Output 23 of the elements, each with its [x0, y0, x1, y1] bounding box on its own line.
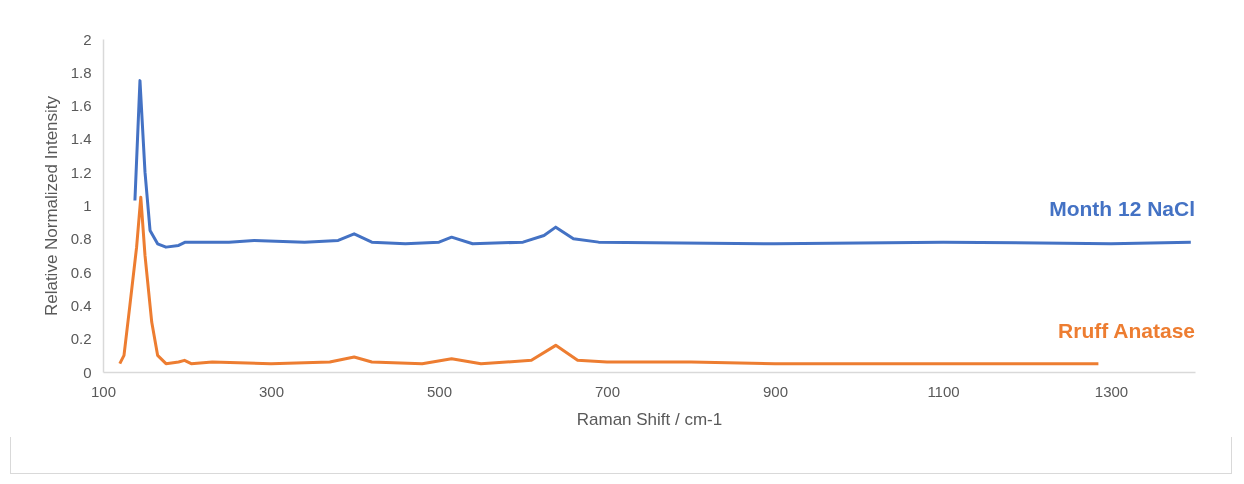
y-axis-title: Relative Normalized Intensity — [41, 95, 61, 317]
line-series — [133, 79, 1193, 249]
y-tick-label: 0 — [83, 363, 92, 381]
y-tick-label: 1.6 — [70, 97, 92, 115]
x-tick-label: 1300 — [1094, 382, 1129, 400]
x-tick-label: 100 — [90, 382, 117, 400]
series-label: Month 12 NaCl — [1049, 197, 1195, 221]
x-tick-label: 700 — [594, 382, 621, 400]
y-tick-label: 0.4 — [70, 296, 92, 314]
x-tick-label: 1100 — [927, 382, 960, 400]
series-label: Rruff Anatase — [1058, 318, 1195, 342]
y-tick-label: 1.2 — [70, 163, 92, 181]
y-tick-label: 0.2 — [70, 330, 92, 348]
x-tick-label: 500 — [426, 382, 453, 400]
x-axis-title: Raman Shift / cm-1 — [576, 409, 723, 429]
x-tick-label: 300 — [258, 382, 285, 400]
y-tick-label: 1.4 — [70, 130, 92, 148]
y-tick-label: 2 — [83, 30, 92, 48]
y-tick-label: 0.8 — [70, 230, 92, 248]
y-tick-label: 1 — [83, 197, 92, 214]
y-tick-label: 1.8 — [70, 63, 92, 81]
x-tick-label: 900 — [762, 382, 789, 400]
y-tick-label: 0.6 — [70, 263, 92, 281]
